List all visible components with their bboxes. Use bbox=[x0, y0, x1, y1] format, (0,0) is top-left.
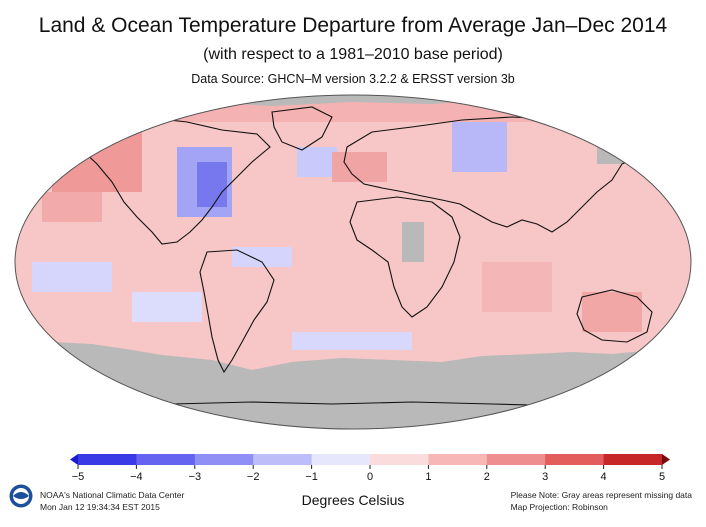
se-pacific-cool-region bbox=[32, 262, 112, 292]
chart-subtitle: (with respect to a 1981–2010 base period… bbox=[203, 46, 503, 63]
colorbar: −5 −4 −3 −2 −1 0 1 2 3 4 5 bbox=[70, 446, 670, 488]
indian-ocean-warm-region bbox=[482, 262, 552, 312]
colorbar-tick-label: 4 bbox=[601, 471, 607, 483]
agency-name: NOAA's National Climatic Data Center bbox=[40, 490, 185, 500]
colorbar-tick-label: −3 bbox=[189, 471, 202, 483]
missing-data-note: Please Note: Gray areas represent missin… bbox=[510, 490, 692, 500]
ne-pacific-warm-region bbox=[52, 132, 142, 192]
colorbar-segment bbox=[194, 454, 254, 465]
colorbar-segment bbox=[78, 454, 137, 465]
map-svg bbox=[14, 94, 692, 430]
colorbar-tick-label: 1 bbox=[425, 471, 431, 483]
map-border bbox=[14, 94, 692, 430]
greenland-outline bbox=[271, 106, 333, 151]
africa-missing-data bbox=[402, 222, 424, 262]
great-lakes-cold-region bbox=[197, 162, 227, 207]
australia-warm-region bbox=[582, 292, 642, 332]
colorbar-segment bbox=[486, 454, 546, 465]
note-block: Please Note: Gray areas represent missin… bbox=[511, 489, 692, 513]
colorbar-tick-label: 5 bbox=[659, 471, 665, 483]
map-body bbox=[15, 95, 691, 429]
australia-outline bbox=[576, 289, 653, 343]
south-america-outline bbox=[199, 249, 275, 374]
colorbar-segment bbox=[370, 454, 429, 465]
colorbar-segment bbox=[311, 454, 371, 465]
colorbar-segment bbox=[545, 454, 605, 465]
siberia-missing-data bbox=[597, 142, 625, 164]
colorbar-arrow-high bbox=[662, 454, 670, 465]
colorbar-arrow-low bbox=[70, 454, 78, 465]
colorbar-tick-label: 0 bbox=[367, 471, 373, 483]
south-pacific-cool-region bbox=[132, 292, 202, 322]
units-label: Degrees Celsius bbox=[301, 492, 405, 508]
colorbar-tick-label: −1 bbox=[305, 471, 318, 483]
n-atlantic-cool-region bbox=[297, 147, 337, 177]
data-source: Data Source: GHCN–M version 3.2.2 & ERSS… bbox=[191, 72, 515, 86]
colorbar-tick-label: −2 bbox=[247, 471, 260, 483]
noaa-logo-icon bbox=[9, 484, 33, 508]
agency-block: NOAA's National Climatic Data Center Mon… bbox=[40, 489, 184, 513]
colorbar-segment bbox=[428, 454, 488, 465]
colorbar-svg: −5 −4 −3 −2 −1 0 1 2 3 4 5 bbox=[70, 454, 670, 483]
pacific-warm-region bbox=[42, 192, 102, 222]
europe-warm-region bbox=[332, 152, 387, 182]
north-america-outline bbox=[66, 117, 271, 245]
chart-title: Land & Ocean Temperature Departure from … bbox=[38, 14, 668, 37]
colorbar-tick-label: 3 bbox=[542, 471, 548, 483]
colorbar-tick-label: 2 bbox=[484, 471, 490, 483]
southern-ocean-cool-region bbox=[292, 332, 412, 350]
agency-timestamp: Mon Jan 12 19:34:34 EST 2015 bbox=[40, 502, 160, 512]
world-map bbox=[12, 92, 694, 432]
projection-note: Map Projection: Robinson bbox=[510, 502, 608, 512]
central-asia-cold-region bbox=[452, 122, 507, 172]
colorbar-tick-label: −5 bbox=[72, 471, 85, 483]
tropical-atlantic-cool-region bbox=[232, 247, 292, 267]
colorbar-tick-label: −4 bbox=[130, 471, 143, 483]
colorbar-segment bbox=[603, 454, 663, 465]
africa-outline bbox=[349, 196, 461, 318]
colorbar-segment bbox=[253, 454, 313, 465]
colorbar-segment bbox=[136, 454, 196, 465]
